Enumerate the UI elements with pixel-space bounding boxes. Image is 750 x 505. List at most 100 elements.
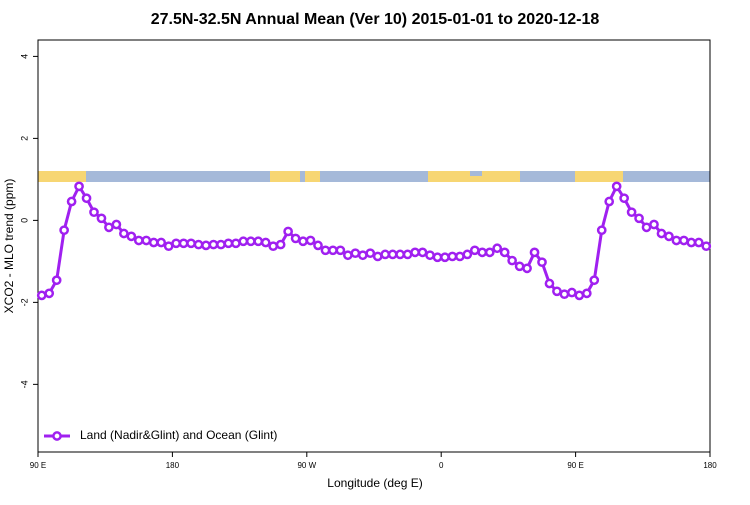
data-point — [260, 237, 271, 248]
data-point — [492, 243, 503, 254]
data-point — [171, 238, 181, 249]
data-point — [275, 239, 286, 250]
data-point — [634, 213, 644, 224]
data-point — [283, 226, 293, 237]
land-ocean-band — [38, 171, 710, 182]
data-point — [350, 248, 361, 259]
data-point — [148, 237, 159, 248]
y-tick-label: 4 — [19, 54, 29, 59]
data-point — [357, 250, 368, 261]
data-point — [589, 275, 600, 286]
x-tick-label: 0 — [439, 461, 444, 470]
data-point — [216, 239, 226, 250]
data-point — [425, 250, 435, 261]
data-point — [440, 252, 450, 263]
data-point — [133, 235, 144, 246]
data-point — [484, 247, 495, 258]
x-tick-label: 90 E — [567, 461, 583, 470]
data-point — [664, 231, 674, 242]
data-point — [574, 290, 585, 301]
data-point — [141, 235, 152, 246]
data-point — [36, 290, 47, 301]
data-point — [537, 257, 547, 268]
data-point — [59, 225, 69, 236]
data-point — [313, 240, 323, 251]
x-axis-label: Longitude (deg E) — [327, 476, 422, 490]
data-point — [641, 222, 652, 233]
data-point — [581, 288, 592, 299]
data-point — [544, 278, 555, 289]
data-point — [469, 245, 480, 256]
data-point — [320, 245, 331, 256]
y-tick-label: 0 — [19, 218, 29, 223]
data-point — [111, 219, 122, 230]
data-point — [410, 247, 420, 258]
data-point — [477, 247, 488, 258]
legend-label: Land (Nadir&Glint) and Ocean (Glint) — [80, 428, 277, 442]
data-point — [462, 249, 473, 260]
data-point — [81, 193, 92, 204]
y-tick-label: 2 — [19, 136, 29, 141]
data-point — [701, 241, 712, 252]
data-point — [328, 245, 338, 256]
data-point — [402, 249, 413, 260]
data-point — [343, 250, 353, 261]
data-point — [529, 247, 540, 258]
x-tick-label: 90 W — [297, 461, 316, 470]
data-point — [66, 196, 77, 207]
data-point — [178, 238, 189, 249]
data-point — [611, 181, 622, 192]
data-point — [499, 247, 510, 258]
data-point — [604, 196, 615, 207]
data-point — [253, 236, 264, 247]
data-point — [552, 286, 562, 297]
data-point — [96, 213, 107, 224]
data-point — [559, 289, 570, 300]
y-axis-label: XCO2 - MLO trend (ppm) — [2, 179, 16, 314]
data-point — [51, 275, 62, 286]
data-point — [44, 288, 55, 299]
x-tick-label: 180 — [703, 461, 717, 470]
data-point — [679, 235, 689, 246]
data-point — [619, 193, 629, 204]
data-point — [74, 181, 84, 192]
data-point — [290, 233, 301, 244]
data-point — [387, 249, 398, 260]
data-point — [432, 252, 443, 263]
x-tick-label: 180 — [166, 461, 180, 470]
data-point — [380, 249, 391, 260]
data-point — [156, 237, 167, 248]
data-point — [208, 239, 219, 250]
data-point — [268, 241, 279, 252]
chart-title: 27.5N-32.5N Annual Mean (Ver 10) 2015-01… — [151, 11, 600, 28]
data-point — [119, 228, 129, 239]
data-point — [671, 235, 682, 246]
data-point — [126, 231, 137, 242]
data-point — [231, 238, 241, 249]
data-point — [649, 219, 659, 230]
data-point — [507, 255, 517, 266]
data-point — [514, 261, 525, 272]
data-point — [365, 248, 376, 259]
data-point — [455, 251, 465, 262]
data-point — [305, 235, 316, 246]
data-point — [89, 207, 99, 218]
data-point — [223, 238, 234, 249]
data-point — [395, 249, 405, 260]
y-tick-label: -2 — [19, 298, 29, 306]
data-point — [186, 238, 196, 249]
data-point — [626, 207, 637, 218]
data-point — [335, 245, 346, 256]
data-point — [104, 222, 114, 233]
data-point — [693, 237, 704, 248]
data-point — [163, 241, 174, 252]
data-point — [686, 237, 697, 248]
x-tick-label: 90 E — [30, 461, 46, 470]
data-point — [201, 240, 211, 251]
data-point — [245, 236, 256, 247]
data-point — [238, 236, 249, 247]
data-point — [417, 247, 428, 258]
data-point — [298, 236, 308, 247]
